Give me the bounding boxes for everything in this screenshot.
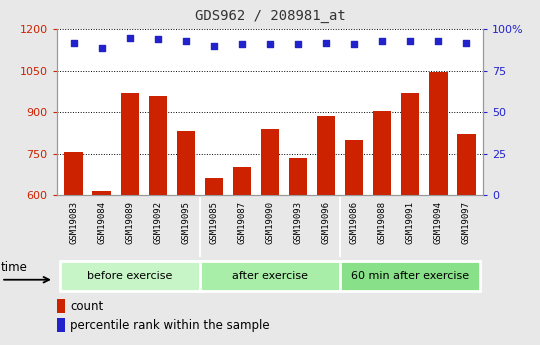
FancyBboxPatch shape: [340, 261, 481, 291]
Bar: [261, 129, 279, 195]
Bar: [373, 111, 392, 195]
Point: [294, 41, 302, 47]
Text: GSM19086: GSM19086: [350, 201, 359, 245]
Text: 60 min after exercise: 60 min after exercise: [351, 271, 469, 281]
Bar: [205, 178, 223, 195]
Bar: [233, 167, 251, 195]
Text: GSM19087: GSM19087: [238, 201, 246, 245]
Point: [238, 41, 246, 47]
Bar: [177, 131, 195, 195]
Point: [69, 40, 78, 45]
Text: GSM19089: GSM19089: [125, 201, 134, 245]
FancyBboxPatch shape: [200, 261, 340, 291]
Text: GSM19090: GSM19090: [266, 201, 274, 245]
Text: GSM19092: GSM19092: [153, 201, 162, 245]
Bar: [92, 191, 111, 195]
Bar: [457, 134, 476, 195]
Bar: [317, 116, 335, 195]
Point: [125, 35, 134, 40]
Text: GSM19094: GSM19094: [434, 201, 443, 245]
Text: GSM19091: GSM19091: [406, 201, 415, 245]
Point: [378, 38, 387, 44]
Text: GSM19084: GSM19084: [97, 201, 106, 245]
Point: [210, 43, 218, 49]
Bar: [345, 140, 363, 195]
Bar: [401, 93, 420, 195]
Point: [266, 41, 274, 47]
Point: [434, 38, 443, 44]
Text: GSM19085: GSM19085: [210, 201, 218, 245]
Text: GSM19083: GSM19083: [69, 201, 78, 245]
Point: [350, 41, 359, 47]
Point: [462, 40, 471, 45]
Point: [322, 40, 330, 45]
Text: before exercise: before exercise: [87, 271, 172, 281]
Bar: [120, 93, 139, 195]
Bar: [57, 318, 65, 332]
Point: [406, 38, 415, 44]
Text: after exercise: after exercise: [232, 271, 308, 281]
Text: count: count: [70, 300, 103, 313]
Text: time: time: [1, 261, 28, 274]
Bar: [429, 72, 448, 195]
Bar: [148, 96, 167, 195]
Text: GDS962 / 208981_at: GDS962 / 208981_at: [194, 9, 346, 23]
Point: [153, 37, 162, 42]
Text: GSM19097: GSM19097: [462, 201, 471, 245]
Text: GSM19093: GSM19093: [294, 201, 302, 245]
Text: GSM19096: GSM19096: [322, 201, 330, 245]
Text: GSM19095: GSM19095: [181, 201, 190, 245]
Bar: [64, 152, 83, 195]
FancyBboxPatch shape: [59, 261, 200, 291]
Point: [181, 38, 190, 44]
Point: [97, 45, 106, 50]
Bar: [289, 158, 307, 195]
Text: GSM19088: GSM19088: [378, 201, 387, 245]
Text: percentile rank within the sample: percentile rank within the sample: [70, 319, 270, 332]
Bar: [57, 299, 65, 313]
